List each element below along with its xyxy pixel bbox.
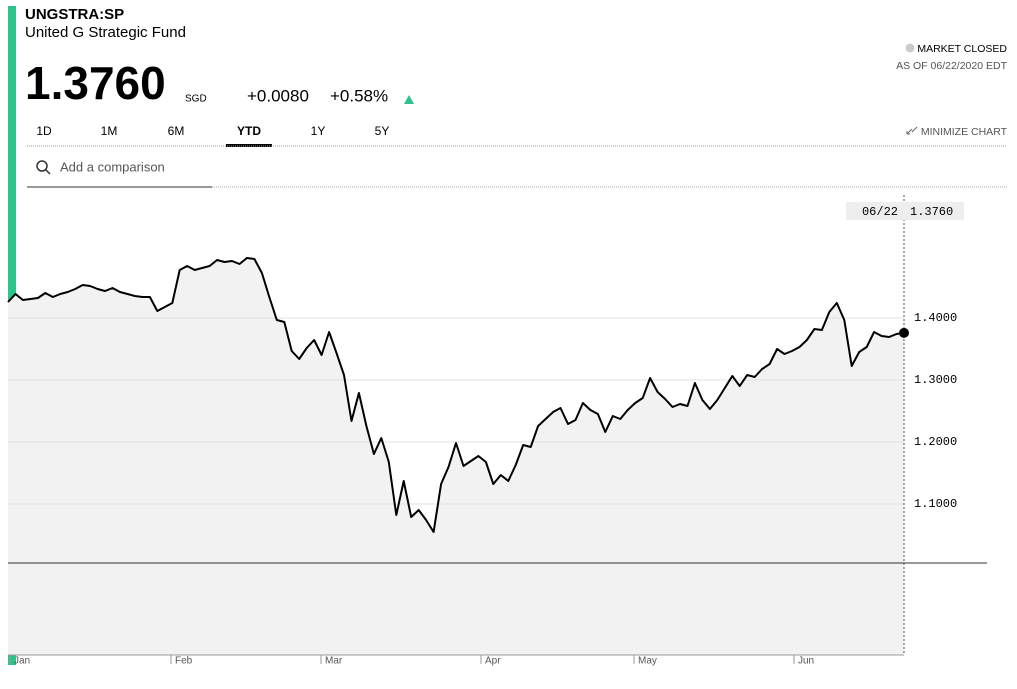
tab[interactable]: 1Y <box>311 124 326 138</box>
minimize-button[interactable]: MINIMIZE CHART <box>921 126 1008 138</box>
as-of: AS OF 06/22/2020 EDT <box>896 60 1007 72</box>
search-icon-handle <box>45 169 51 175</box>
change: +0.0080 <box>247 86 309 105</box>
tab[interactable]: 1D <box>36 124 52 138</box>
tab[interactable]: 6M <box>168 124 185 138</box>
search-icon <box>36 160 48 172</box>
ticker: UNGSTRA:SP <box>25 6 124 23</box>
tab[interactable]: 5Y <box>375 124 390 138</box>
up-arrow <box>404 95 414 104</box>
x-tick-label: Feb <box>175 656 193 667</box>
plot: BloombergMarkets1.10001.20001.30001.4000… <box>7 195 987 667</box>
x-tick-label: May <box>638 656 657 667</box>
search-input[interactable]: Add a comparison <box>60 159 165 174</box>
tab-bar: 1D 1M 6M YTD 1Y 5Y <box>36 124 389 147</box>
currency: SGD <box>185 94 207 105</box>
price: 1.3760 <box>25 57 166 109</box>
y-tick-label: 1.4000 <box>914 311 957 325</box>
area <box>8 258 904 655</box>
minimize-icon[interactable] <box>906 126 918 135</box>
y-tick-label: 1.1000 <box>914 497 957 511</box>
tab[interactable]: YTD <box>237 124 261 138</box>
status-dot <box>905 43 915 53</box>
change-percent: +0.58% <box>330 86 388 105</box>
end-point <box>899 327 909 338</box>
x-tick-label: Mar <box>325 656 343 667</box>
y-tick-label: 1.2000 <box>914 435 957 449</box>
tooltip-date: 06/22 <box>862 205 898 219</box>
fund-name: United G Strategic Fund <box>25 24 186 41</box>
tooltip-bg <box>846 202 964 220</box>
x-tick-label: Jan <box>14 656 30 667</box>
market-status: MARKET CLOSED <box>917 43 1007 55</box>
y-tick-label: 1.3000 <box>914 373 957 387</box>
x-tick-label: Apr <box>485 656 501 667</box>
tab[interactable]: 1M <box>101 124 118 138</box>
price-line <box>7 257 905 533</box>
x-tick-label: Jun <box>798 656 814 667</box>
tooltip-value: 1.3760 <box>910 205 953 219</box>
